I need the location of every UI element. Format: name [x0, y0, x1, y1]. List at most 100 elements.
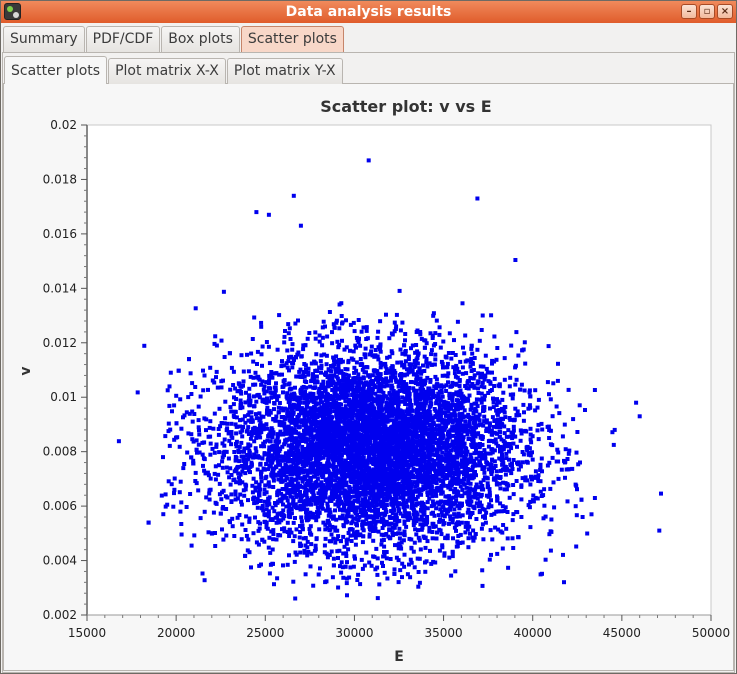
data-point: [455, 455, 460, 460]
data-point: [323, 324, 327, 329]
data-point: [267, 571, 272, 576]
data-point: [474, 482, 479, 487]
data-point: [428, 331, 433, 336]
data-point: [442, 384, 446, 389]
data-point: [342, 419, 347, 423]
data-point: [514, 479, 519, 483]
maximize-icon[interactable]: ▫: [699, 4, 715, 19]
data-point: [425, 515, 429, 519]
data-point: [291, 520, 296, 525]
data-point: [352, 484, 357, 489]
data-point: [477, 461, 482, 466]
data-point: [281, 516, 286, 521]
data-point: [518, 428, 523, 433]
data-point: [510, 467, 515, 471]
data-point: [228, 466, 233, 471]
data-point: [283, 428, 288, 433]
data-point: [387, 368, 392, 373]
data-point: [511, 424, 516, 429]
data-point: [280, 527, 284, 532]
tab-pdf-cdf[interactable]: PDF/CDF: [85, 26, 161, 52]
data-point: [382, 550, 386, 554]
data-point: [452, 458, 457, 463]
data-point: [486, 505, 491, 510]
data-point: [435, 423, 439, 428]
data-point: [281, 508, 286, 513]
data-point: [342, 493, 347, 498]
data-point: [251, 382, 256, 387]
data-point: [469, 346, 474, 351]
tab-summary[interactable]: Summary: [3, 26, 85, 52]
data-point: [434, 536, 439, 541]
data-point: [355, 529, 360, 534]
data-point: [360, 367, 365, 372]
data-point: [484, 429, 489, 433]
data-point: [334, 464, 339, 469]
data-point: [406, 511, 411, 516]
data-point: [357, 515, 362, 519]
data-point: [367, 534, 372, 539]
data-point: [281, 502, 285, 507]
data-point: [256, 392, 261, 397]
data-point: [316, 482, 321, 487]
data-point: [398, 511, 403, 516]
data-point: [232, 450, 237, 454]
data-point: [549, 517, 554, 522]
data-point: [329, 514, 334, 519]
data-point: [335, 433, 340, 438]
data-point: [433, 524, 438, 529]
data-point: [420, 474, 425, 479]
data-point: [528, 426, 533, 431]
data-point: [327, 310, 332, 314]
data-point: [466, 437, 471, 441]
data-point: [551, 480, 556, 485]
data-point: [409, 346, 413, 351]
data-point: [449, 356, 454, 361]
data-point: [297, 369, 302, 374]
data-point: [460, 464, 464, 469]
data-point: [259, 471, 263, 476]
data-point: [277, 419, 282, 424]
tab-scatter-plots[interactable]: Scatter plots: [240, 26, 344, 52]
data-point: [452, 408, 457, 413]
data-point: [466, 412, 471, 417]
data-point: [303, 363, 308, 368]
data-point: [307, 527, 312, 531]
data-point: [371, 538, 376, 543]
data-point: [443, 536, 448, 541]
data-point: [556, 361, 560, 366]
data-point: [269, 370, 274, 374]
data-point: [197, 428, 201, 433]
data-point: [302, 396, 307, 401]
data-point: [335, 549, 340, 554]
data-point: [439, 359, 444, 364]
data-point: [339, 570, 344, 575]
data-point: [548, 428, 553, 433]
data-point: [583, 408, 587, 412]
data-point: [283, 487, 288, 492]
data-point: [508, 392, 513, 397]
data-point: [289, 392, 294, 397]
data-point: [331, 514, 336, 519]
data-point: [381, 496, 386, 501]
title-bar[interactable]: Data analysis results – ▫ ×: [1, 1, 736, 23]
data-point: [298, 484, 303, 489]
data-point: [163, 504, 168, 509]
data-point: [363, 436, 368, 440]
data-point: [234, 439, 239, 444]
close-icon[interactable]: ×: [717, 4, 733, 19]
data-point: [550, 443, 555, 448]
data-point: [447, 392, 452, 397]
data-point: [306, 502, 311, 507]
data-point: [367, 466, 372, 471]
data-point: [178, 479, 183, 484]
data-point: [477, 485, 482, 490]
data-point: [361, 384, 366, 389]
data-point: [463, 524, 468, 529]
data-point: [227, 475, 232, 480]
data-point: [467, 524, 472, 529]
data-point: [311, 464, 315, 469]
data-point: [417, 538, 422, 543]
minimize-icon[interactable]: –: [681, 4, 697, 19]
tab-box-plots[interactable]: Box plots: [161, 26, 240, 52]
